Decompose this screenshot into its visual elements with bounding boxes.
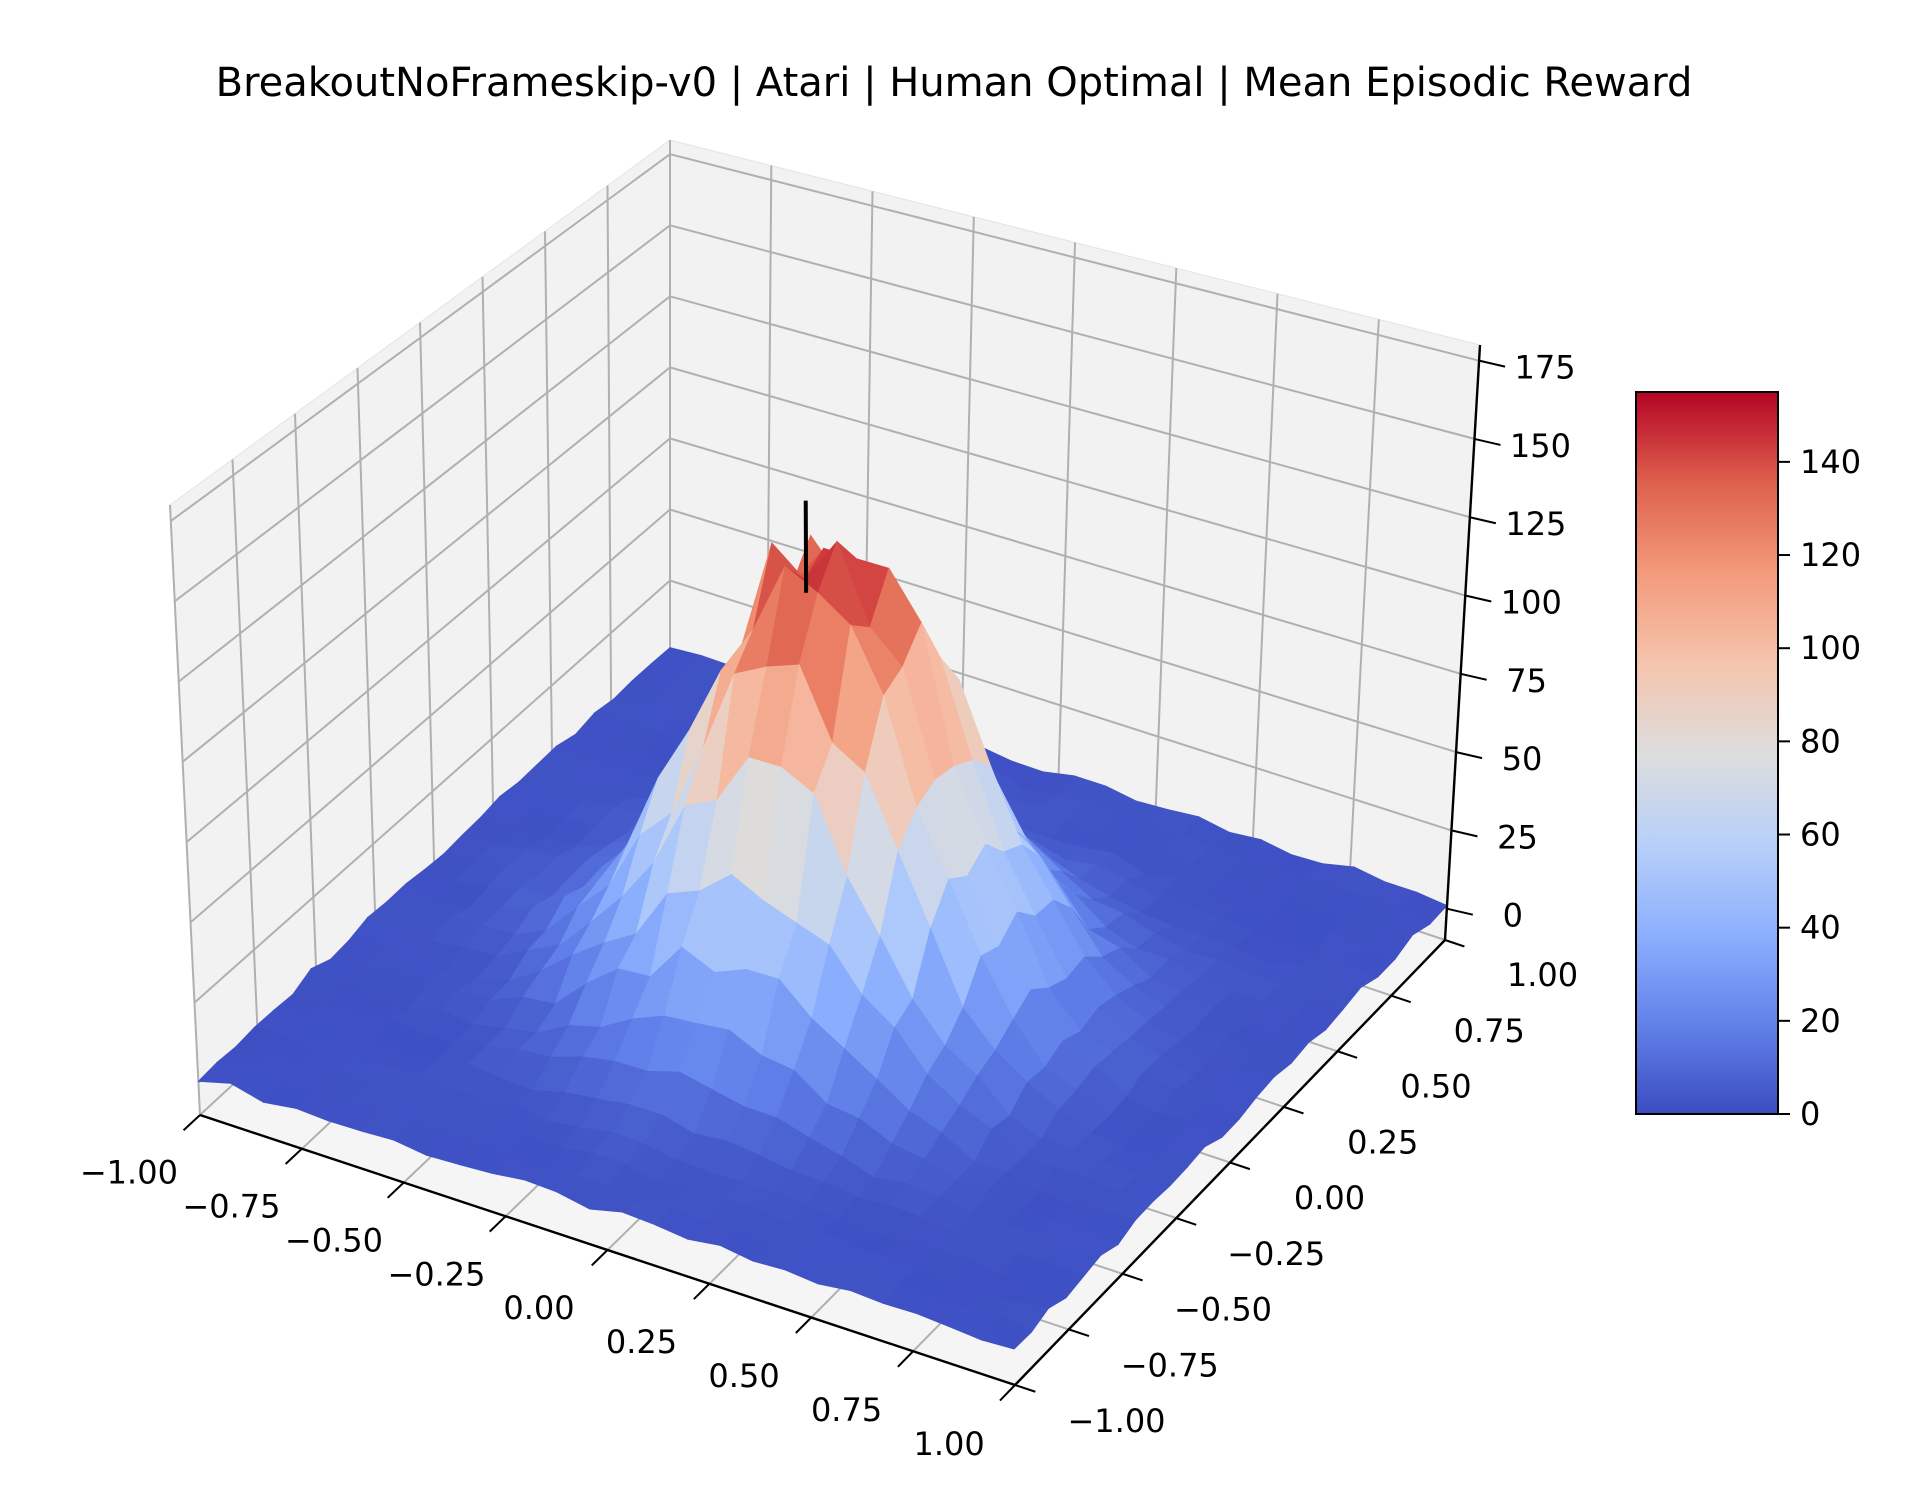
surface-mesh — [197, 534, 1448, 1350]
y-tick-label: −1.00 — [1067, 1402, 1165, 1440]
x-tick-label: 0.50 — [708, 1357, 779, 1395]
x-tick-mark — [386, 1181, 405, 1199]
colorbar-body — [1635, 391, 1779, 1115]
gridline-z-5 — [178, 295, 1471, 683]
colorbar-tick-label: 0 — [1800, 1095, 1820, 1133]
y-tick-label: 1.00 — [1507, 956, 1578, 994]
z-tick-mark — [1451, 829, 1478, 838]
colorbar-tick-label: 20 — [1800, 1002, 1841, 1040]
z-axis-line — [1443, 344, 1482, 941]
y-tick-mark — [1175, 1217, 1197, 1226]
z-tick-mark — [1446, 907, 1474, 916]
z-tick-mark — [1455, 751, 1483, 760]
x-tick-label: −0.75 — [182, 1187, 280, 1225]
y-tick-mark — [1229, 1161, 1251, 1171]
x-tick-mark — [693, 1283, 711, 1300]
x-tick-mark — [795, 1316, 812, 1334]
colorbar-tick-label: 80 — [1800, 722, 1841, 760]
gridline-z-2 — [189, 508, 1457, 924]
z-tick-mark — [1478, 359, 1506, 368]
y-tick-label: 0.25 — [1347, 1123, 1418, 1161]
z-tick-label: 175 — [1515, 349, 1576, 387]
y-tick-label: −0.25 — [1227, 1235, 1325, 1273]
z-tick-label: 125 — [1505, 505, 1566, 543]
x-tick-label: −0.25 — [387, 1255, 485, 1293]
y-tick-label: 0.75 — [1454, 1012, 1525, 1050]
x-tick-mark — [897, 1350, 914, 1368]
colorbar-tick-label: 120 — [1800, 536, 1861, 574]
y-tick-label: 0.50 — [1400, 1068, 1471, 1106]
y-tick-mark — [1444, 939, 1465, 948]
x-tick-mark — [999, 1384, 1016, 1402]
y-tick-label: −0.50 — [1174, 1291, 1272, 1329]
x-tick-mark — [284, 1148, 303, 1165]
z-tick-label: 0 — [1503, 897, 1523, 935]
y-tick-label: −0.75 — [1121, 1346, 1219, 1384]
z-tick-label: 25 — [1497, 818, 1538, 856]
x-tick-mark — [489, 1215, 507, 1233]
x-tick-label: 0.25 — [606, 1323, 677, 1361]
colorbar-tick-label: 60 — [1800, 816, 1841, 854]
colorbar-tick-label: 140 — [1800, 443, 1861, 481]
colorbar-tick-label: 100 — [1800, 629, 1861, 667]
z-tick-label: 75 — [1506, 662, 1547, 700]
y-tick-mark — [1122, 1272, 1143, 1282]
y-tick-mark — [1337, 1050, 1358, 1059]
y-tick-mark — [1014, 1384, 1036, 1393]
z-tick-mark — [1474, 437, 1501, 446]
gridline-z-4 — [181, 366, 1466, 763]
gridline-z-6 — [174, 224, 1475, 603]
x-axis-ticks: −1.00−0.75−0.50−0.25 0.00 0.25 0.50 0.75 1.00 — [80, 1114, 1016, 1463]
z-axis-ticks: 0 25 50 75 100 125 150 175 — [1446, 349, 1576, 935]
x-tick-mark — [182, 1114, 201, 1131]
x-tick-label: 0.00 — [503, 1289, 574, 1327]
x-tick-label: −0.50 — [285, 1221, 383, 1259]
y-tick-label: 0.00 — [1294, 1179, 1365, 1217]
z-tick-mark — [1465, 594, 1492, 603]
x-tick-label: 0.75 — [811, 1391, 882, 1429]
z-tick-label: 100 — [1501, 584, 1562, 622]
y-tick-mark — [1283, 1105, 1304, 1115]
colorbar: 0 20 40 60 80 100 120 140 — [1635, 391, 1861, 1133]
chart-title: BreakoutNoFrameskip-v0 | Atari | Human O… — [216, 60, 1693, 106]
x-tick-label: −1.00 — [80, 1154, 178, 1192]
y-axis-ticks: −1.00 −0.75 −0.50 −0.25 0.00 0.25 0.50 0.75 1.00 — [1014, 939, 1578, 1440]
x-tick-mark — [591, 1249, 609, 1267]
gridline-z-7 — [170, 153, 1480, 522]
z-tick-mark — [1469, 516, 1497, 525]
y-tick-mark — [1390, 994, 1412, 1004]
z-tick-mark — [1460, 672, 1487, 681]
gridline-z-1 — [193, 579, 1452, 1004]
gridline-z-3 — [185, 437, 1461, 843]
y-tick-mark — [1068, 1328, 1090, 1338]
z-tick-label: 50 — [1502, 740, 1543, 778]
z-tick-label: 150 — [1510, 427, 1571, 465]
colorbar-tick-label: 40 — [1800, 909, 1841, 947]
x-tick-label: 1.00 — [913, 1425, 984, 1463]
surface-facet — [980, 1314, 1033, 1350]
